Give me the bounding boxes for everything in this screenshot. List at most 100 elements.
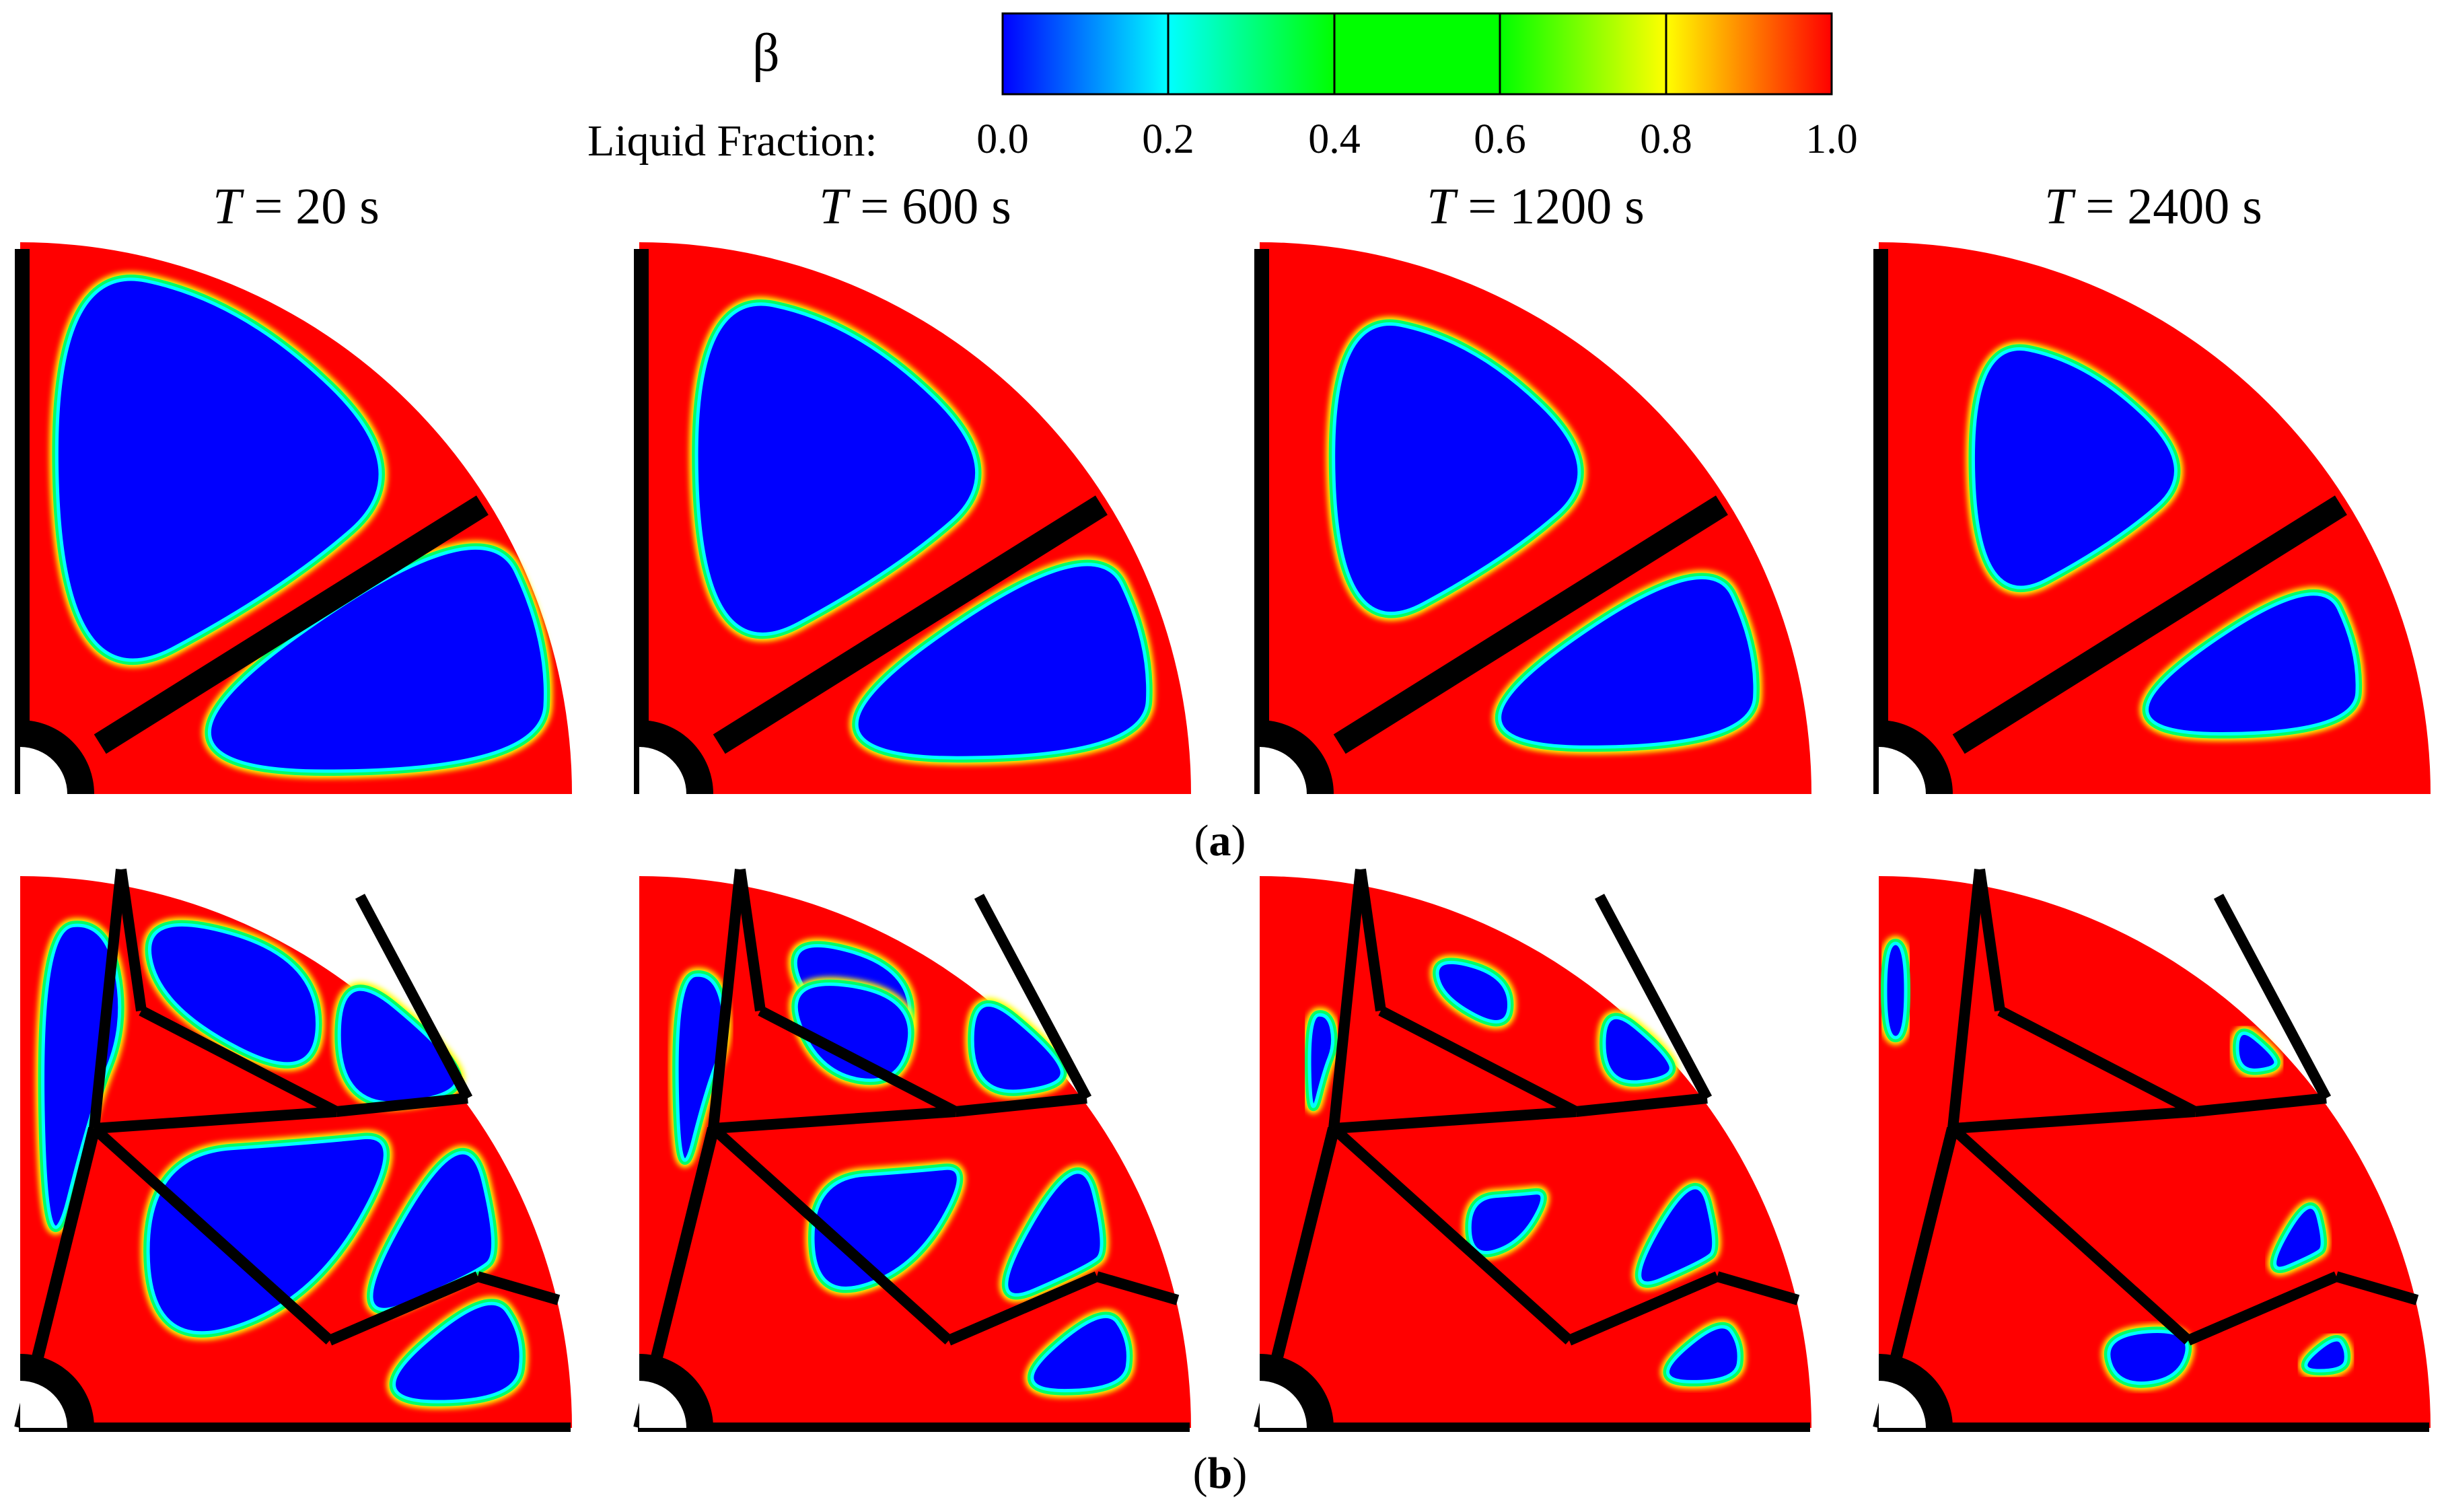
radial-fin bbox=[1952, 495, 2347, 754]
time-symbol: T bbox=[819, 178, 848, 235]
panel-b-frame bbox=[1254, 868, 1811, 1432]
solid-region bbox=[1883, 941, 1908, 1040]
solid-region bbox=[1468, 1191, 1544, 1254]
time-label-20s: T = 20 s bbox=[213, 178, 380, 236]
fin-branch bbox=[1952, 1106, 2196, 1134]
solid-region bbox=[694, 302, 979, 637]
fin-branch bbox=[90, 1124, 334, 1344]
fin-branch bbox=[713, 1106, 956, 1134]
fin-branch bbox=[1567, 1271, 1720, 1346]
solid-region bbox=[1666, 1325, 1741, 1383]
solid-region bbox=[1971, 347, 2178, 589]
panel-b-frame bbox=[1873, 868, 2431, 1432]
solid-region bbox=[1332, 322, 1581, 616]
inner-hole bbox=[1260, 1381, 1307, 1428]
inner-hole bbox=[1879, 747, 1926, 794]
panel-label-a: (a) bbox=[1194, 816, 1246, 867]
panel-a-frame bbox=[1254, 242, 1811, 794]
panel-label-open: ( bbox=[1194, 816, 1209, 865]
fin-branch bbox=[2334, 1271, 2419, 1305]
panel-label-letter: a bbox=[1209, 816, 1231, 865]
colorbar-fill bbox=[1001, 12, 1833, 96]
time-label-1200s: T = 1200 s bbox=[1427, 178, 1645, 236]
solid-region bbox=[2145, 592, 2359, 736]
fin-branch bbox=[2213, 894, 2332, 1101]
time-label-2400s: T = 2400 s bbox=[2044, 178, 2262, 236]
inner-hole bbox=[1260, 747, 1307, 794]
fin-branch bbox=[1355, 868, 1386, 1012]
colorbar-symbol: β bbox=[752, 24, 780, 83]
solid-region bbox=[2235, 1032, 2278, 1072]
solid-region bbox=[147, 923, 320, 1066]
radial-fin bbox=[1333, 495, 1728, 754]
time-symbol: T bbox=[1427, 178, 1455, 235]
panel-label-b: (b) bbox=[1193, 1448, 1248, 1499]
colorbar-tick-label: 1.0 bbox=[1805, 116, 1858, 162]
inner-hole bbox=[1879, 1381, 1926, 1428]
fin-branch bbox=[89, 869, 127, 1129]
panel-b-frame bbox=[14, 868, 572, 1432]
solid-region bbox=[1005, 1170, 1104, 1297]
time-symbol: T bbox=[2044, 178, 2073, 235]
panel-label-close: ) bbox=[1232, 1449, 1248, 1498]
fin-branch bbox=[1949, 1124, 2192, 1344]
panel-label-close: ) bbox=[1231, 816, 1246, 865]
fin-branch bbox=[1594, 894, 1713, 1101]
solid-region bbox=[2273, 1205, 2324, 1270]
fin-branch bbox=[2194, 1093, 2327, 1117]
time-value: = 20 s bbox=[241, 178, 380, 235]
left-wall bbox=[634, 249, 649, 794]
solid-region bbox=[1307, 1013, 1335, 1108]
colorbar-tick-label: 0.4 bbox=[1308, 116, 1361, 162]
solid-region bbox=[207, 546, 547, 773]
time-value: = 2400 s bbox=[2073, 178, 2262, 235]
left-wall bbox=[15, 249, 30, 794]
panel-a-frame bbox=[634, 242, 1191, 794]
solid-region bbox=[1030, 1314, 1130, 1393]
inner-hole bbox=[20, 1381, 67, 1428]
fin-branch bbox=[1947, 869, 1985, 1129]
bottom-wall bbox=[1877, 1423, 2429, 1432]
solid-region bbox=[1435, 960, 1511, 1023]
fin-branch bbox=[708, 869, 746, 1129]
colorbar-label: Liquid Fraction: bbox=[587, 116, 877, 166]
fin-branch bbox=[355, 894, 473, 1101]
fin-branch bbox=[974, 894, 1092, 1101]
fin-branch bbox=[1997, 1005, 2198, 1117]
inner-hole bbox=[639, 747, 686, 794]
solid-region bbox=[1602, 1015, 1673, 1084]
fin-branch bbox=[2186, 1271, 2339, 1346]
bottom-wall bbox=[638, 1423, 1190, 1432]
fin-branch bbox=[735, 868, 766, 1012]
fin-branch bbox=[709, 1124, 953, 1344]
panel-b-frame bbox=[633, 868, 1191, 1432]
fin-branch bbox=[1974, 868, 2005, 1012]
fin-branch bbox=[1575, 1093, 1708, 1117]
fin-branch bbox=[139, 1005, 339, 1117]
left-wall bbox=[1873, 249, 1888, 794]
solid-region bbox=[970, 1003, 1064, 1093]
fin-branch bbox=[758, 1005, 958, 1117]
fin-branch bbox=[1378, 1005, 1579, 1117]
panel-label-letter: b bbox=[1207, 1449, 1233, 1498]
inner-hole bbox=[639, 1381, 686, 1428]
fin-branch bbox=[1333, 1106, 1577, 1134]
colorbar-tick-label: 0.6 bbox=[1474, 116, 1526, 162]
panel-label-open: ( bbox=[1192, 1449, 1208, 1498]
fin-branch bbox=[946, 1271, 1100, 1346]
bottom-wall bbox=[19, 1423, 571, 1432]
inner-hole bbox=[20, 747, 67, 794]
left-wall bbox=[1254, 249, 1269, 794]
fin-branch bbox=[116, 868, 147, 1012]
panel-a-frame bbox=[15, 242, 572, 794]
solid-region bbox=[794, 982, 912, 1082]
fin-branch bbox=[1330, 1124, 1573, 1344]
solid-region bbox=[1498, 575, 1757, 749]
time-label-600s: T = 600 s bbox=[819, 178, 1011, 236]
fin-branch bbox=[955, 1093, 1087, 1117]
solid-region bbox=[369, 1151, 495, 1311]
fin-branch bbox=[94, 1106, 337, 1134]
radial-fin bbox=[713, 495, 1108, 754]
fin-branch bbox=[336, 1093, 468, 1117]
fin-branch bbox=[1328, 869, 1366, 1129]
